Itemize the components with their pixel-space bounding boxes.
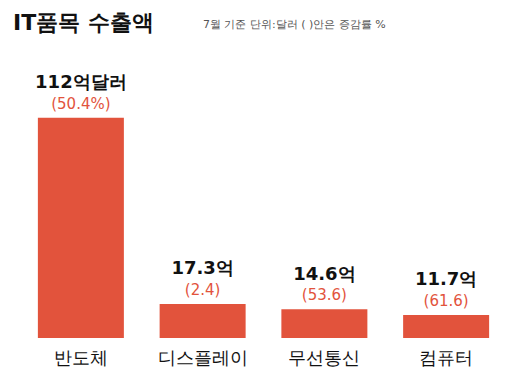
svg-text:112억달러: 112억달러 bbox=[35, 71, 127, 92]
svg-text:14.6억: 14.6억 bbox=[293, 263, 355, 284]
svg-text:컴퓨터: 컴퓨터 bbox=[419, 347, 473, 368]
svg-text:11.7억: 11.7억 bbox=[415, 268, 477, 289]
svg-text:반도체: 반도체 bbox=[54, 347, 108, 368]
svg-text:(50.4%): (50.4%) bbox=[51, 95, 110, 113]
svg-text:디스플레이: 디스플레이 bbox=[158, 347, 248, 368]
svg-text:7월 기준 단위:달러 ( )안은 증감률 %: 7월 기준 단위:달러 ( )안은 증감률 % bbox=[203, 18, 386, 31]
svg-text:(61.6): (61.6) bbox=[424, 292, 469, 310]
svg-text:(53.6): (53.6) bbox=[302, 286, 347, 304]
svg-text:무선통신: 무선통신 bbox=[288, 347, 360, 368]
svg-text:17.3억: 17.3억 bbox=[171, 257, 233, 278]
svg-text:(2.4): (2.4) bbox=[185, 281, 221, 299]
svg-text:IT품목 수출액: IT품목 수출액 bbox=[13, 10, 154, 35]
